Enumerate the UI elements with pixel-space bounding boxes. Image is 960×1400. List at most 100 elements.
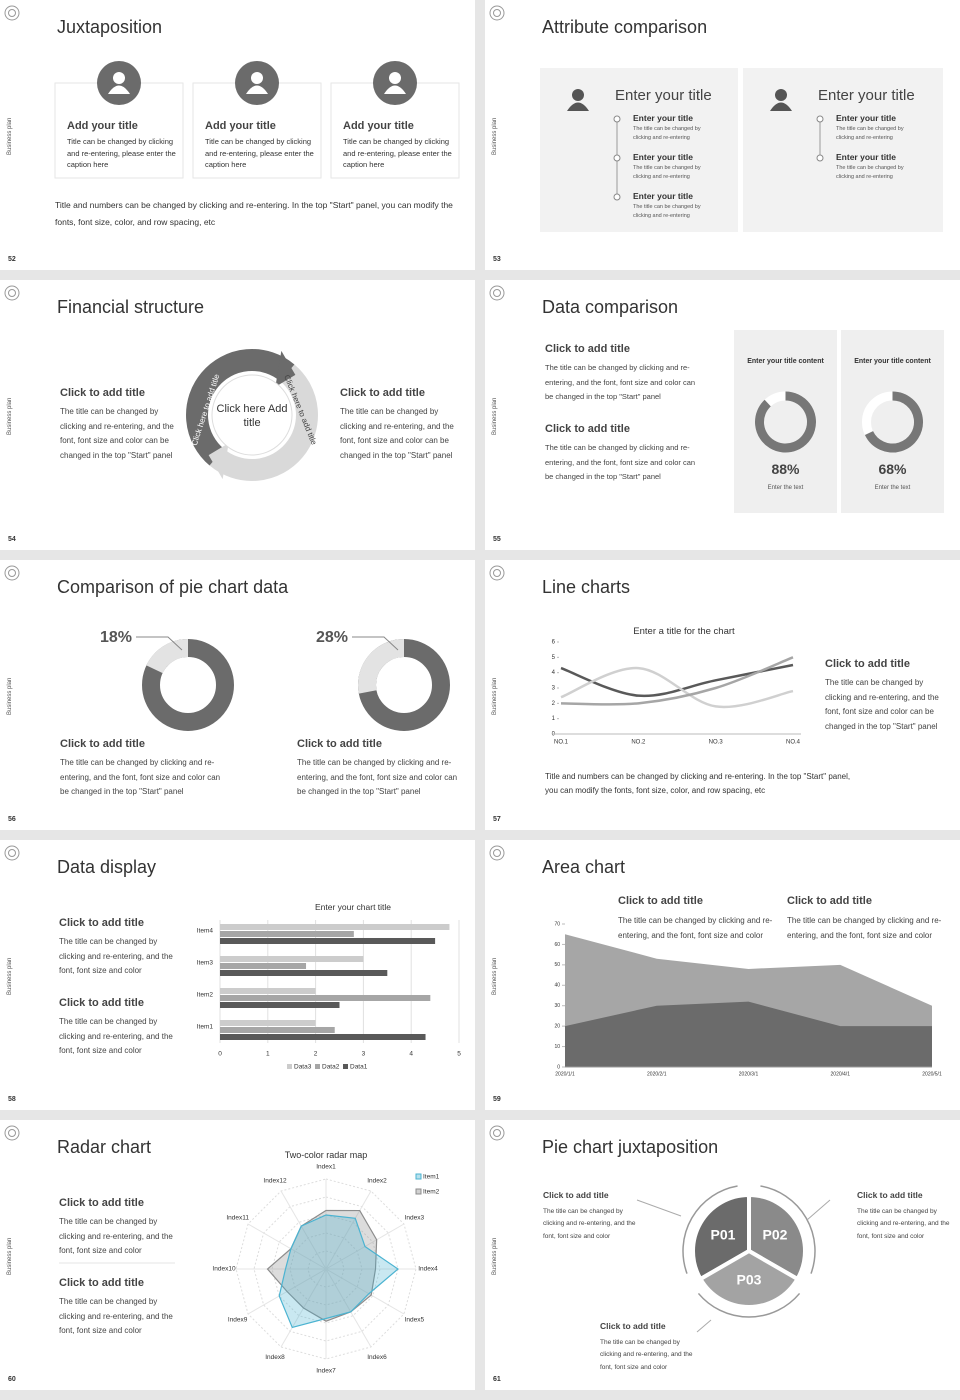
y-tick-label: 5 bbox=[552, 655, 556, 661]
y-tick-label: 6 bbox=[552, 640, 556, 646]
slide-title: Data comparison bbox=[542, 297, 679, 317]
block-text: The title can be changed by clicking and… bbox=[600, 1338, 693, 1371]
icon bbox=[251, 72, 263, 84]
y-tick-label: 0 bbox=[557, 1064, 560, 1070]
x-tick-label: NO.1 bbox=[554, 740, 569, 746]
x-tick-label: 3 bbox=[362, 1051, 366, 1058]
line-series bbox=[560, 666, 794, 709]
block-text: The title can be changed by clicking and… bbox=[59, 937, 173, 975]
card-title: Add your title bbox=[67, 120, 138, 132]
y-tick-label: 10 bbox=[554, 1044, 560, 1050]
axis-label: Index7 bbox=[316, 1368, 336, 1375]
x-tick-label: 2020/3/1 bbox=[739, 1071, 759, 1077]
x-tick-label: NO.2 bbox=[631, 740, 646, 746]
logo bbox=[4, 565, 20, 581]
ring-value bbox=[146, 639, 189, 674]
y-tick-label: Item1 bbox=[197, 1024, 214, 1031]
slide-title: Financial structure bbox=[57, 297, 205, 317]
block-title: Click to add title bbox=[59, 1197, 144, 1209]
item-text: The title can be changed by clicking and… bbox=[633, 204, 701, 219]
axis-label: Index4 bbox=[418, 1266, 438, 1273]
block-title: Click to add title bbox=[618, 895, 703, 907]
icon bbox=[572, 89, 584, 101]
card-title: Add your title bbox=[205, 120, 276, 132]
block-title: Click to add title bbox=[60, 738, 145, 750]
axis-label: Index9 bbox=[228, 1317, 248, 1324]
slide-title: Attribute comparison bbox=[542, 17, 708, 37]
side-label: Business plan bbox=[492, 1237, 498, 1275]
icon bbox=[567, 102, 589, 111]
logo bbox=[489, 1125, 505, 1141]
logo bbox=[493, 849, 501, 857]
timeline-dot bbox=[816, 115, 824, 123]
area-series bbox=[565, 1001, 932, 1067]
axis-label: Index10 bbox=[212, 1266, 236, 1273]
axis-label: Index3 bbox=[405, 1215, 425, 1222]
logo bbox=[8, 289, 16, 297]
bar bbox=[220, 1027, 335, 1033]
block-title: Click to add title bbox=[297, 738, 382, 750]
slide-graphics bbox=[489, 5, 943, 232]
card-caption: Enter the text bbox=[767, 485, 804, 491]
legend-label: Data3 bbox=[294, 1064, 312, 1071]
legend-label: Item1 bbox=[423, 1174, 440, 1181]
y-tick-label: 60 bbox=[554, 942, 560, 948]
logo bbox=[489, 285, 505, 301]
cycle-arc bbox=[209, 364, 318, 481]
legend-swatch bbox=[315, 1064, 320, 1069]
timeline-dot bbox=[613, 193, 621, 201]
slide-number: 60 bbox=[8, 1376, 16, 1383]
block-text: The title can be changed by clicking and… bbox=[59, 1017, 173, 1055]
block-title: Click to add title bbox=[787, 895, 872, 907]
y-tick-label: 0 bbox=[552, 732, 556, 738]
slide-number: 58 bbox=[8, 1096, 16, 1103]
timeline-dot bbox=[613, 154, 621, 162]
legend-label: Item2 bbox=[423, 1189, 440, 1196]
side-label: Business plan bbox=[492, 677, 498, 715]
icon bbox=[384, 85, 406, 94]
slide-title: Radar chart bbox=[57, 1137, 152, 1157]
spoke bbox=[325, 1190, 372, 1270]
slide: Data comparison Business plan 55 Click to a… bbox=[485, 280, 960, 550]
leader-line bbox=[806, 1199, 831, 1221]
y-tick-label: 1 bbox=[552, 716, 556, 722]
spoke bbox=[247, 1223, 327, 1270]
card bbox=[734, 330, 837, 513]
radar-series bbox=[278, 1214, 399, 1329]
panel-title: Enter your title bbox=[818, 87, 915, 104]
side-label: Business plan bbox=[7, 397, 13, 435]
card bbox=[841, 330, 944, 513]
ring-value bbox=[358, 639, 405, 694]
x-tick-label: 2 bbox=[314, 1051, 318, 1058]
logo bbox=[4, 285, 20, 301]
panel-title: Enter your title bbox=[615, 87, 712, 104]
item-title: Enter your title bbox=[633, 152, 693, 162]
block-text: The title can be changed by clicking and… bbox=[825, 678, 939, 731]
slide-graphics: 0 1 2 3 4 5 Item1 Item2 Item3 Item4 Data3 Data2 Data… bbox=[4, 845, 461, 1071]
slide-number: 57 bbox=[493, 816, 501, 823]
logo bbox=[8, 1129, 16, 1137]
item-text: The title can be changed by clicking and… bbox=[836, 126, 904, 141]
icon bbox=[246, 85, 268, 94]
axis-label: Index11 bbox=[226, 1215, 249, 1222]
leader-line bbox=[636, 1199, 682, 1217]
bar bbox=[220, 1020, 316, 1026]
block-text: The title can be changed by clicking and… bbox=[59, 1297, 173, 1335]
outer-ring bbox=[760, 1185, 816, 1274]
slide: Attribute comparison Business plan 53 Enter… bbox=[485, 0, 960, 270]
x-tick-label: 2020/2/1 bbox=[647, 1071, 667, 1077]
icon bbox=[108, 85, 130, 94]
block-text: The title can be changed by clicking and… bbox=[60, 407, 174, 460]
logo bbox=[8, 569, 16, 577]
side-label: Business plan bbox=[7, 1237, 13, 1275]
logo bbox=[489, 565, 505, 581]
logo bbox=[493, 569, 501, 577]
axis-label: Index2 bbox=[367, 1177, 387, 1184]
slide-graphics: 0 1 2 3 4 5 6 NO.1 NO.2 NO.3 NO.4 bbox=[489, 565, 801, 746]
y-tick-label: 40 bbox=[554, 983, 560, 989]
x-tick-label: 2020/4/1 bbox=[831, 1071, 851, 1077]
cycle-arrowhead bbox=[208, 443, 229, 480]
card-text: Title can be changed by clicking and re-… bbox=[67, 137, 176, 169]
slide-graphics bbox=[489, 285, 944, 513]
